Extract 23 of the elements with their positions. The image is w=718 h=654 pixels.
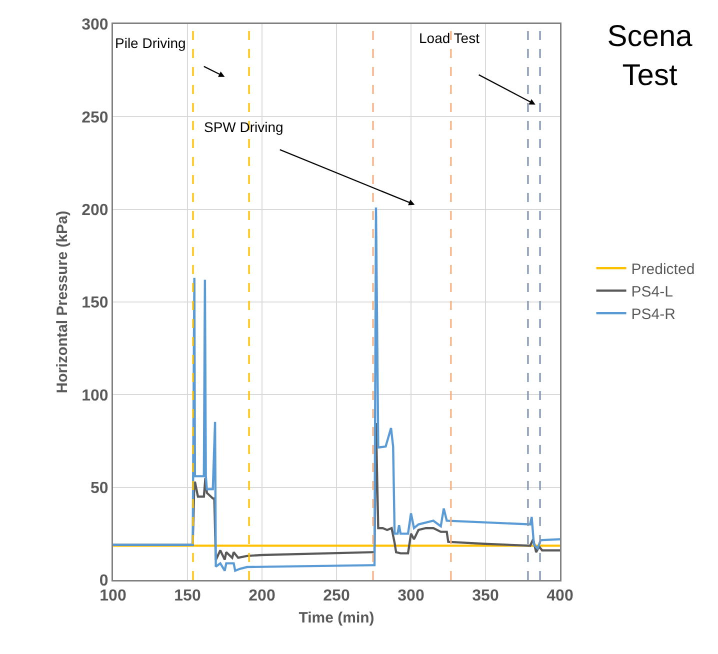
y-tick-label: 50: [90, 480, 108, 497]
x-tick-label: 250: [323, 588, 350, 605]
x-tick-label: 350: [472, 588, 499, 605]
x-axis-title: Time (min): [298, 609, 374, 626]
legend-label: Predicted: [631, 260, 695, 278]
y-tick-label: 150: [82, 294, 108, 312]
annotation: Load Test: [419, 30, 480, 46]
y-tick-label: 100: [82, 387, 108, 404]
annotation: SPW Driving: [204, 119, 284, 135]
y-tick-label: 0: [99, 572, 108, 590]
y-tick-label: 250: [82, 109, 108, 126]
y-axis-title: Horizontal Pressure (kPa): [54, 210, 72, 394]
y-tick-label: 300: [82, 16, 108, 34]
y-tick-label: 200: [82, 202, 108, 219]
legend-label: PS4-L: [631, 283, 673, 300]
text: Scena Test: [607, 20, 693, 92]
x-tick-label: 150: [174, 588, 201, 605]
line-series: [113, 206, 560, 572]
x-tick-label: 400: [546, 588, 574, 605]
annotation: Pile Driving: [115, 35, 186, 51]
x-tick-label: 300: [398, 588, 424, 605]
legend-label: PS4-R: [631, 306, 676, 323]
x-tick-label: 200: [248, 588, 276, 605]
